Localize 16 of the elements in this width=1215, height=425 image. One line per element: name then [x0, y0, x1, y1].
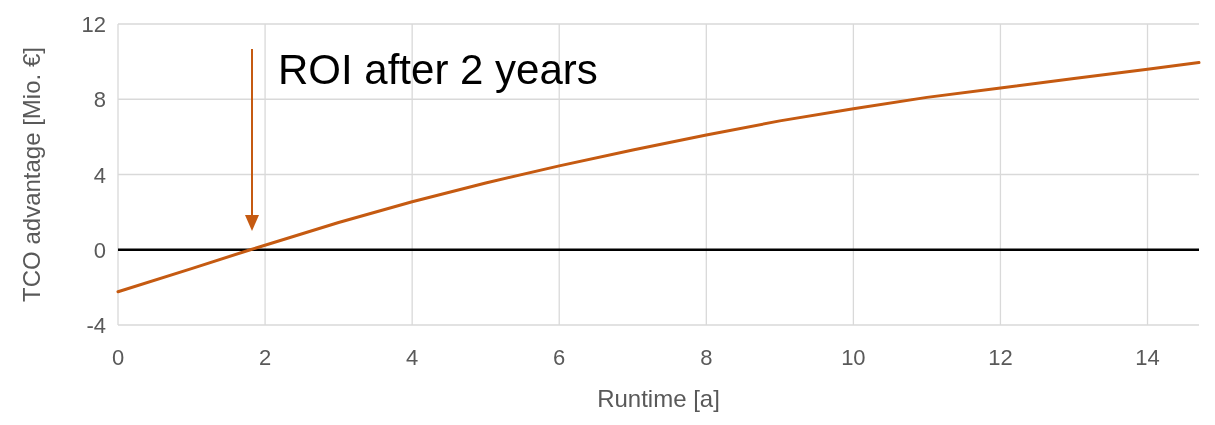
y-tick-label: -4 — [86, 313, 106, 338]
x-tick-label: 6 — [553, 345, 566, 370]
annotation: ROI after 2 years — [278, 46, 598, 93]
x-tick-label: 10 — [841, 345, 866, 370]
y-axis-title: TCO advantage [Mio. €] — [18, 47, 45, 302]
x-tick-label: 4 — [406, 345, 419, 370]
x-tick-label: 8 — [700, 345, 713, 370]
x-tick-label: 12 — [988, 345, 1013, 370]
x-tick-label: 2 — [258, 345, 272, 370]
y-tick-label: 4 — [93, 162, 106, 188]
x-tick-label: 14 — [1135, 345, 1160, 370]
y-tick-label: 0 — [93, 237, 106, 263]
y-tick-label: 8 — [93, 87, 106, 113]
x-tick-label: 0 — [111, 345, 125, 370]
y-tick-label: 12 — [81, 12, 106, 37]
x-axis-title: Runtime [a] — [597, 385, 720, 412]
